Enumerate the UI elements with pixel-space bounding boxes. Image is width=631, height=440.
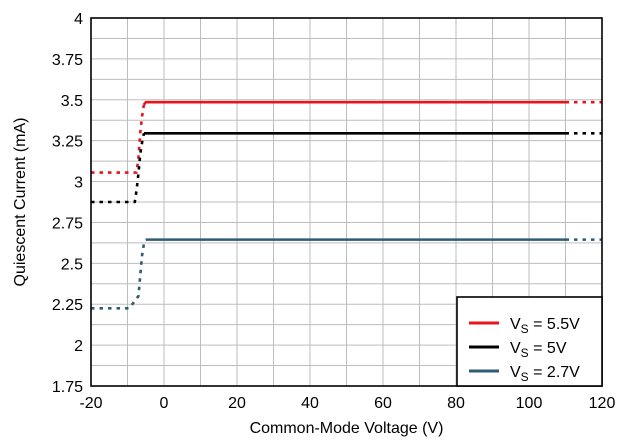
legend-label-2: VS = 5V [510, 340, 567, 360]
x-axis-title: Common-Mode Voltage (V) [250, 420, 444, 437]
series-1-extrapolated-line [91, 104, 146, 174]
x-tick-label: 120 [589, 395, 616, 412]
y-tick-label: 2 [74, 338, 83, 355]
legend-label-3: VS = 2.7V [510, 364, 580, 384]
legend-label-1: VS = 5.5V [510, 316, 580, 336]
y-axis-title: Quiescent Current (mA) [12, 118, 29, 287]
legend: VS = 5.5V VS = 5V VS = 2.7V [456, 296, 603, 387]
tick-labels: -20 0 20 40 60 80 100 120 1.75 2 2.25 2.5 2.75 3 3.25 3… [52, 11, 616, 412]
x-tick-label: 60 [374, 395, 392, 412]
plot-border [90, 17, 603, 387]
y-tick-label: 3.75 [52, 52, 83, 69]
y-tick-label: 4 [74, 11, 83, 28]
x-tick-label: 0 [160, 395, 169, 412]
y-tick-label: 2.75 [52, 215, 83, 232]
legend-items: VS = 5.5V VS = 5V VS = 2.7V [469, 316, 580, 384]
y-tick-label: 2.25 [52, 297, 83, 314]
series-3-extrapolated-line [91, 239, 147, 310]
x-tick-label: 100 [516, 395, 543, 412]
plot-frame [90, 17, 603, 387]
y-tick-label: 1.75 [52, 379, 83, 396]
x-tick-label: 40 [301, 395, 319, 412]
y-tick-label: 3.25 [52, 134, 83, 151]
series-2-extrapolated-line [91, 133, 146, 204]
x-tick-label: -20 [79, 395, 102, 412]
x-tick-label: 20 [228, 395, 246, 412]
series-lines [91, 100, 602, 310]
series-1-line [142, 100, 566, 106]
x-tick-label: 80 [447, 395, 465, 412]
y-tick-label: 3.5 [61, 93, 83, 110]
y-tick-label: 2.5 [61, 256, 83, 273]
y-tick-label: 3 [74, 175, 83, 192]
